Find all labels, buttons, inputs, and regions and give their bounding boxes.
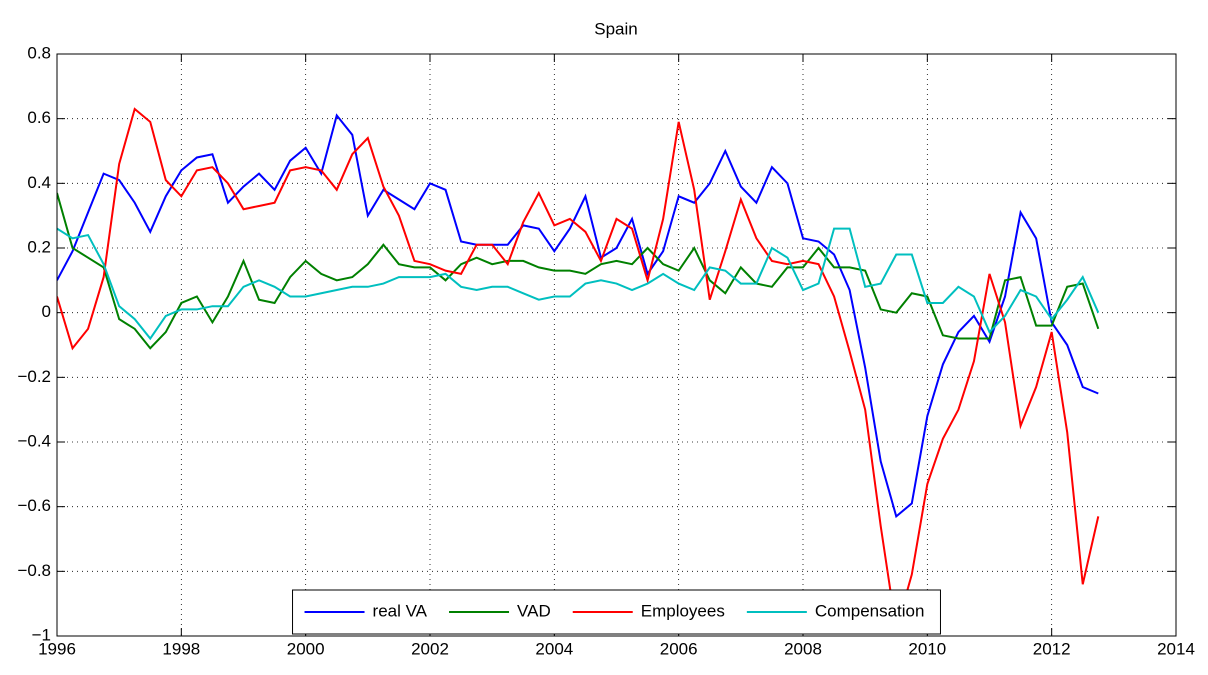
y-tick-label: 0.6 [27, 108, 51, 127]
y-tick-label: 0.8 [27, 43, 51, 62]
x-tick-label: 1998 [162, 639, 200, 658]
data-line [57, 107, 1100, 630]
legend-label: VAD [517, 601, 551, 620]
x-tick-label: 2010 [908, 639, 946, 658]
plot-frame [56, 53, 1177, 637]
legend: real VA VAD Employees Compensation [292, 589, 941, 635]
y-tick-label: −0.2 [17, 367, 51, 386]
y-tick-label: −1 [32, 625, 51, 644]
y-tick-label: 0.2 [27, 237, 51, 256]
x-tick-label: 2004 [535, 639, 573, 658]
y-tick-label: 0 [42, 302, 51, 321]
x-tick-label: 2006 [660, 639, 698, 658]
x-tick-label: 2002 [411, 639, 449, 658]
x-tick-label: 2014 [1157, 639, 1195, 658]
x-tick-label: 2008 [784, 639, 822, 658]
y-tick-label: −0.4 [17, 431, 51, 450]
x-tick-label: 2012 [1033, 639, 1071, 658]
legend-label: Employees [641, 601, 725, 620]
data-line [57, 227, 1100, 341]
y-tick-label: −0.6 [17, 496, 51, 515]
data-line [57, 113, 1099, 519]
y-tick-label: −0.8 [17, 561, 51, 580]
legend-label: real VA [373, 601, 428, 620]
chart-title: Spain [594, 19, 637, 38]
x-tick-label: 2000 [287, 639, 325, 658]
y-tick-label: 0.4 [27, 173, 51, 192]
x-tick-label: 1996 [38, 639, 76, 658]
legend-label: Compensation [815, 601, 925, 620]
